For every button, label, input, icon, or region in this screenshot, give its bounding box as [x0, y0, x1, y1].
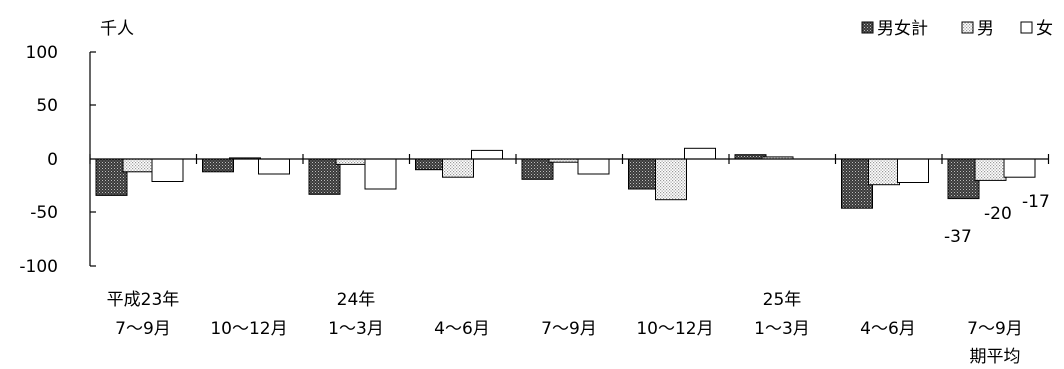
bar-total	[947, 158, 980, 200]
x-category-label: 10～12月	[636, 319, 713, 339]
bar-male	[335, 158, 368, 165]
bar-total	[95, 158, 128, 196]
bar-male	[868, 158, 900, 186]
y-tick-label: -100	[19, 257, 58, 277]
bar-female	[364, 158, 397, 190]
data-labels: -37 -20 -17	[944, 192, 1050, 247]
y-tick-label: 0	[47, 150, 58, 170]
x-category-label: 4～6月	[860, 319, 916, 339]
legend-label-total: 男女計	[877, 19, 928, 39]
y-tick-label: -50	[30, 203, 58, 223]
legend-swatch-female	[1020, 21, 1033, 34]
x-category-label: 10～12月	[210, 319, 287, 339]
y-tick-labels: 100 50 0 -50 -100	[19, 43, 58, 277]
bar-total	[521, 158, 554, 180]
bar-female	[151, 158, 184, 182]
legend-label-female: 女	[1036, 19, 1053, 39]
data-label: -20	[984, 204, 1012, 224]
bar-male	[974, 158, 1007, 181]
bar-female	[471, 149, 503, 160]
bar-female	[1003, 158, 1036, 178]
bar-total	[415, 158, 447, 171]
x-category-label: 4～6月	[434, 319, 490, 339]
x-category-label: 1～3月	[328, 319, 384, 339]
x-axis-ticks	[89, 154, 1050, 164]
bar-female	[577, 158, 610, 175]
legend-swatch-male	[961, 21, 974, 34]
bar-female	[684, 147, 716, 160]
x-category-label-year: 平成23年	[107, 290, 180, 310]
x-category-label-note: 期平均	[970, 347, 1021, 367]
x-category-label-year: 25年	[763, 290, 802, 310]
data-label: -37	[944, 227, 972, 247]
bar-total	[202, 158, 234, 173]
bar-total	[734, 154, 767, 160]
bar-total	[841, 158, 873, 209]
legend-swatch-total	[861, 21, 874, 34]
bar-total	[628, 158, 660, 190]
legend-label-male: 男	[977, 19, 994, 39]
bar-male	[655, 158, 687, 201]
y-tick-label: 100	[26, 43, 58, 63]
data-label: -17	[1022, 192, 1050, 212]
y-axis-label: 千人	[100, 19, 134, 39]
x-category-label-year: 24年	[337, 290, 376, 310]
bar-female	[258, 158, 290, 175]
x-category-label: 7～9月	[967, 319, 1023, 339]
legend: 男女計 男 女	[861, 19, 1053, 39]
y-tick-label: 50	[36, 96, 58, 116]
bar-female	[897, 158, 929, 183]
bar-male	[122, 158, 155, 173]
bars-group	[95, 147, 1036, 209]
bar-total	[308, 158, 341, 195]
x-category-label: 7～9月	[115, 319, 171, 339]
x-category-label: 7～9月	[541, 319, 597, 339]
bar-male	[442, 158, 474, 178]
x-category-labels: 平成23年 7～9月 10～12月 24年 1～3月 4～6月 7～9月 10～…	[107, 290, 1023, 367]
x-category-label: 1～3月	[754, 319, 810, 339]
